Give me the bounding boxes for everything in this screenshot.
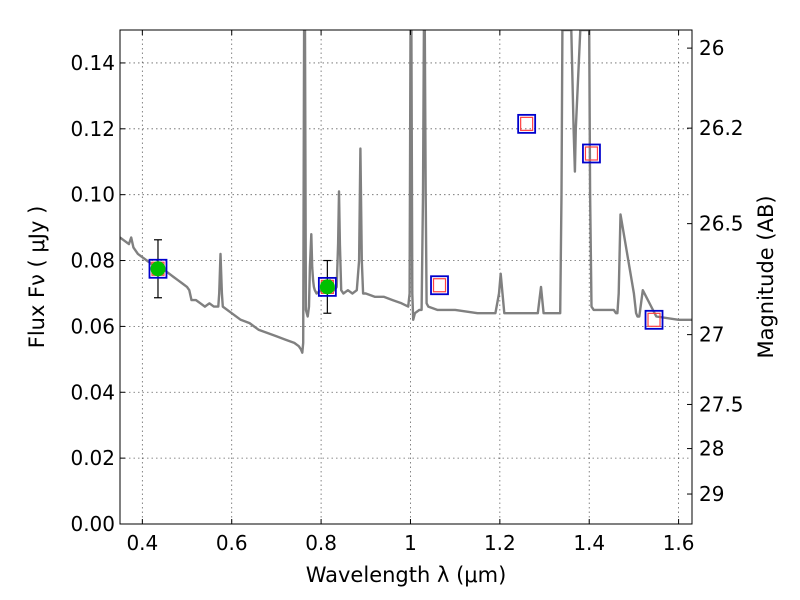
x-tick-label: 0.4: [126, 531, 158, 555]
model-photometry-inner-box: [647, 312, 661, 327]
y2-tick-label: 29: [699, 482, 724, 506]
y-tick-label: 0.06: [70, 314, 115, 338]
series-layer: [120, 30, 692, 354]
y2-tick-label: 26.5: [699, 212, 744, 236]
model-photometry-box: [317, 276, 337, 297]
model-photometry-inner-box: [520, 116, 534, 131]
x-tick-label: 1.6: [663, 531, 695, 555]
x-tick-label: 0.6: [216, 531, 248, 555]
grid: [120, 30, 692, 525]
ticks: 0.4 0.6 0.8 1 1.2 1.4 1.6 0.00 0.02 0.04 0.06 0.08 0…: [70, 30, 744, 555]
y2-axis-label: Magnitude (AB): [754, 195, 778, 358]
y-axis-label: Flux Fν ( μJy ): [25, 206, 49, 349]
x-tick-label: 1: [404, 531, 417, 555]
model-photometry-box: [582, 143, 601, 164]
y-tick-label: 0.02: [70, 446, 115, 470]
model-photometry-box: [148, 258, 168, 279]
y-tick-label: 0.08: [70, 249, 115, 273]
y2-tick-label: 28: [699, 437, 724, 461]
y2-tick-label: 26.2: [699, 116, 744, 140]
model-photometry-box: [517, 113, 537, 134]
y-tick-label: 0.14: [70, 51, 115, 75]
y2-tick-label: 27.5: [699, 392, 744, 416]
y-tick-label: 0.04: [70, 380, 115, 404]
y-tick-label: 0.00: [70, 512, 115, 536]
x-tick-label: 0.8: [305, 531, 337, 555]
x-tick-label: 1.4: [573, 531, 605, 555]
model-photometry-inner-box: [432, 278, 447, 293]
y2-tick-label: 26: [699, 36, 724, 60]
plot-area: [119, 29, 693, 525]
model-photometry-box: [430, 275, 449, 296]
y-tick-label: 0.10: [70, 183, 115, 207]
x-tick-label: 1.2: [484, 531, 516, 555]
model-photometry-inner-box: [584, 146, 599, 161]
y-tick-label: 0.12: [70, 117, 115, 141]
observed-photometry-point: [150, 261, 166, 277]
model-photometry-box: [644, 309, 664, 330]
spectrum-line: [120, 30, 692, 354]
x-axis-label: Wavelength λ (μm): [306, 563, 507, 587]
observed-photometry-point: [319, 279, 335, 295]
y2-tick-label: 27: [699, 323, 724, 347]
